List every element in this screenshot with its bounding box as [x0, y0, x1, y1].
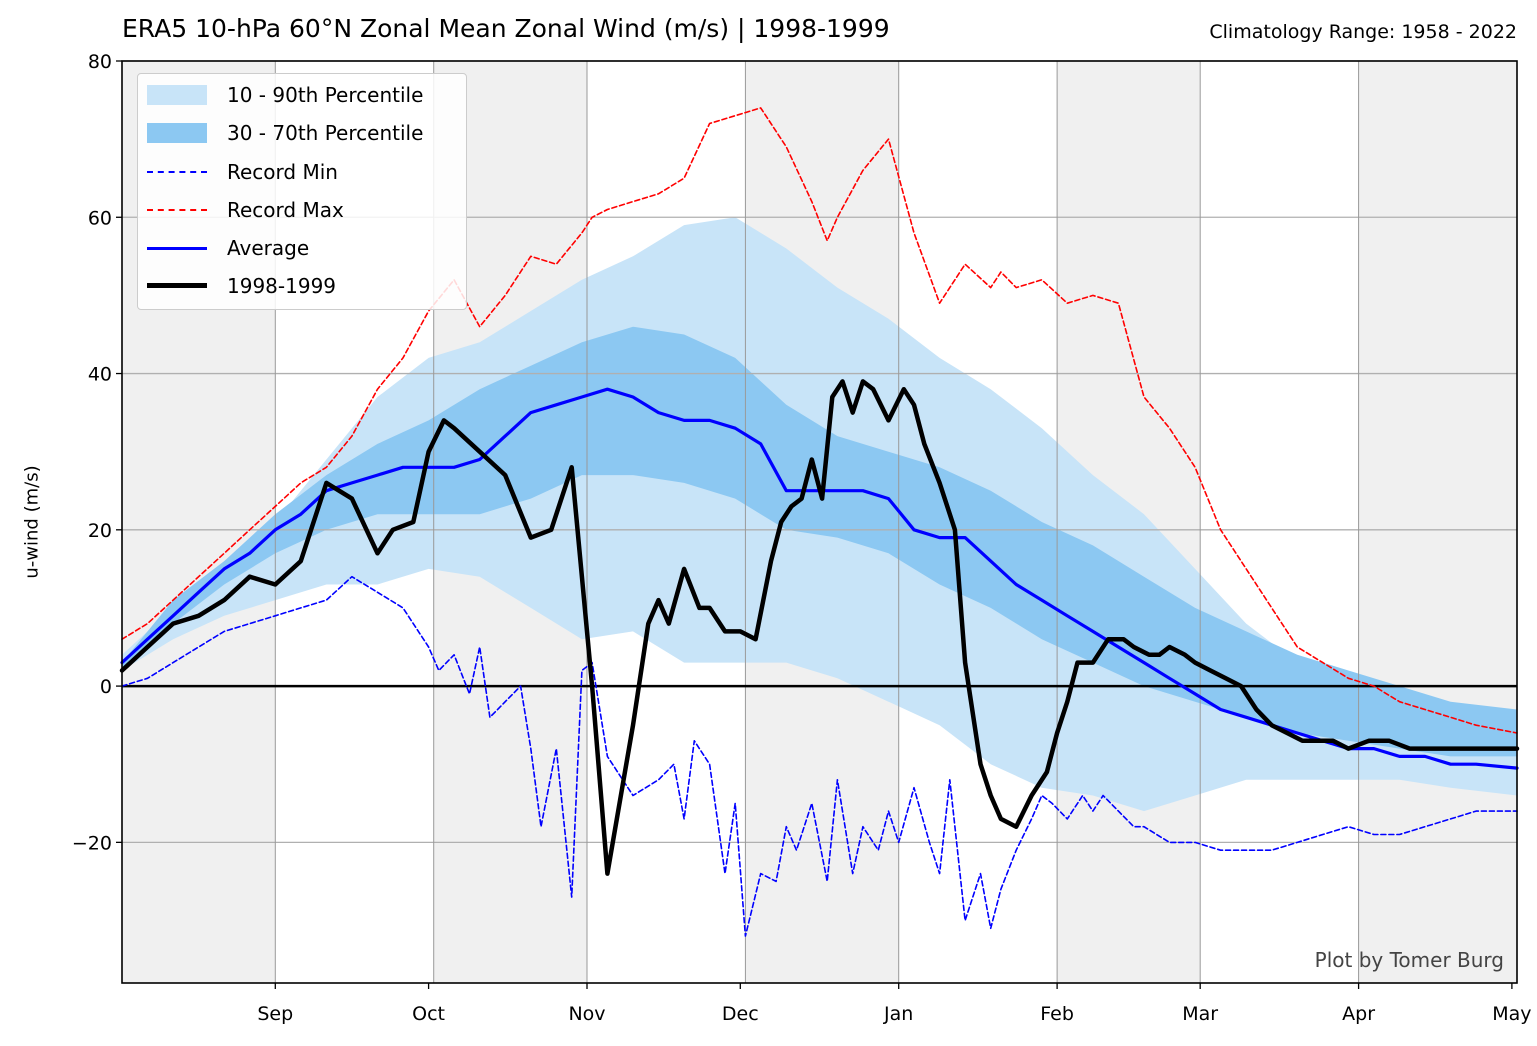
- legend-swatch: [147, 80, 207, 110]
- legend-item-p10-90: 10 - 90th Percentile: [147, 80, 423, 110]
- legend-swatch: [147, 233, 207, 263]
- legend-item-record-min: Record Min: [147, 157, 338, 187]
- x-tick-label: Feb: [1040, 1003, 1074, 1025]
- season-1998-1999-line: [119, 379, 1520, 876]
- x-tick-label: Sep: [257, 1003, 293, 1025]
- y-tick-label: 20: [88, 520, 112, 542]
- legend-swatch: [147, 195, 207, 225]
- x-tick-label: Dec: [722, 1003, 759, 1025]
- legend-label: 1998-1999: [227, 274, 337, 298]
- y-tick-label: 0: [100, 676, 112, 698]
- legend: 10 - 90th Percentile 30 - 70th Percentil…: [137, 73, 467, 310]
- legend-label: Record Max: [227, 198, 344, 222]
- legend-item-average: Average: [147, 233, 309, 263]
- chart-title: ERA5 10-hPa 60°N Zonal Mean Zonal Wind (…: [122, 14, 890, 43]
- y-tick-label: 40: [88, 364, 112, 386]
- legend-label: 30 - 70th Percentile: [227, 121, 424, 145]
- legend-label: 10 - 90th Percentile: [227, 83, 424, 107]
- legend-item-season: 1998-1999: [147, 271, 336, 301]
- legend-swatch: [147, 271, 207, 301]
- y-tick-label: −20: [72, 832, 112, 854]
- legend-item-record-max: Record Max: [147, 195, 344, 225]
- record-max-line: [121, 107, 1518, 734]
- x-tick-label: Apr: [1342, 1003, 1375, 1025]
- legend-label: Average: [227, 236, 310, 260]
- x-tick-label: Nov: [568, 1003, 605, 1025]
- chart-subtitle: Climatology Range: 1958 - 2022: [1209, 21, 1517, 43]
- record-min-line: [121, 575, 1518, 937]
- x-tick-label: May: [1492, 1003, 1531, 1025]
- legend-swatch: [147, 157, 207, 187]
- month-shade: [1358, 61, 1517, 983]
- series-lines: [119, 107, 1520, 937]
- axes: −20 0 20 40 60 80 Sep Oct Nov Dec Jan Feb Mar Apr May: [72, 51, 1532, 1025]
- x-tick-label: Mar: [1182, 1003, 1218, 1025]
- y-tick-label: 60: [88, 207, 112, 229]
- x-tick-label: Jan: [883, 1003, 913, 1025]
- y-tick-label: 80: [88, 51, 112, 73]
- legend-item-p30-70: 30 - 70th Percentile: [147, 118, 423, 148]
- y-axis-label: u-wind (m/s): [21, 465, 43, 579]
- legend-swatch: [147, 118, 207, 148]
- legend-label: Record Min: [227, 160, 338, 184]
- x-tick-label: Oct: [412, 1003, 445, 1025]
- credit-text: Plot by Tomer Burg: [1314, 948, 1504, 972]
- plot-frame: [121, 60, 1518, 984]
